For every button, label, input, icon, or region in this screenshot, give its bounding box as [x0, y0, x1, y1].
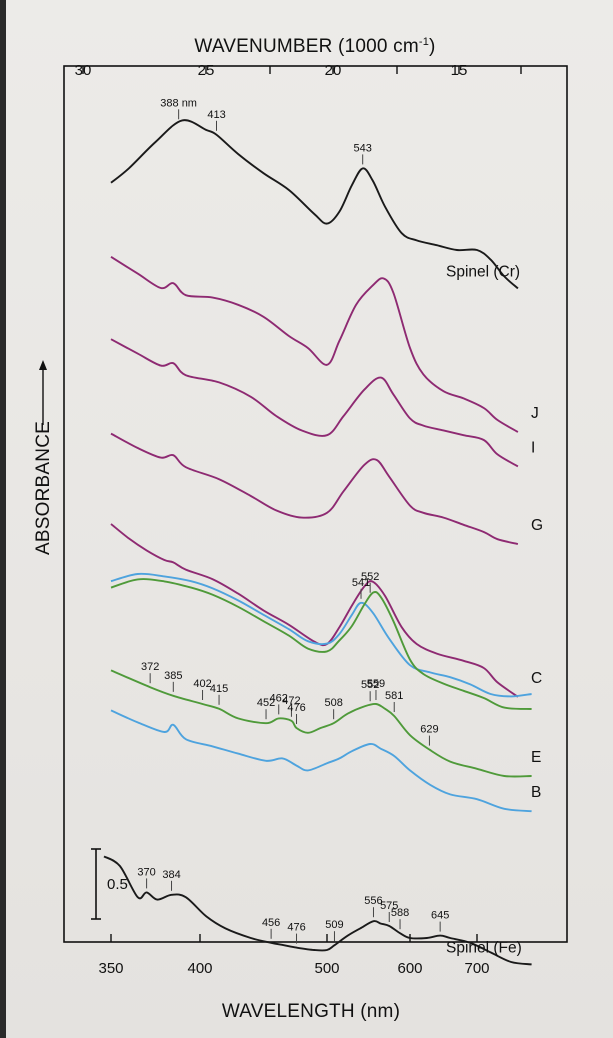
top-tick-label-15: 15	[451, 62, 468, 79]
curve-label-spinel-fe: Spinel (Fe)	[446, 939, 522, 956]
curve-label-i: I	[531, 439, 535, 456]
y-axis-arrow-head	[39, 360, 47, 370]
peak-label-552: 552	[361, 571, 379, 583]
top-tick-label-20: 20	[325, 62, 342, 79]
series-layer	[103, 119, 532, 966]
series-line-c-green	[110, 578, 532, 710]
series-line-g	[110, 432, 519, 545]
peak-label-370: 370	[137, 866, 155, 878]
peak-label-575: 575	[380, 900, 398, 912]
peak-label-462: 462	[270, 692, 288, 704]
peak-label-581: 581	[385, 690, 403, 702]
series-line-j	[110, 255, 519, 433]
curve-label-spinel-cr: Spinel (Cr)	[446, 263, 520, 280]
bottom-axis-title: WAVELENGTH (nm)	[222, 1001, 400, 1022]
bottom-tick-label-350: 350	[98, 960, 123, 977]
peak-label-384: 384	[162, 869, 180, 881]
peak-label-452: 452	[257, 697, 275, 709]
series-line-c	[110, 523, 519, 698]
series-line-e	[110, 669, 532, 778]
peak-label-645: 645	[431, 910, 449, 922]
peak-label-552: 552	[361, 679, 379, 691]
peak-label-372: 372	[141, 661, 159, 673]
peak-label-388-nm: 388 nm	[160, 97, 197, 109]
annotation-layer: 388 nm4135435525413723854024154524624724…	[137, 97, 449, 944]
series-line-spinel-fe	[103, 855, 532, 966]
peak-label-476: 476	[287, 922, 305, 934]
y-axis-title: ABSORBANCE	[33, 421, 54, 555]
peak-label-415: 415	[210, 683, 228, 695]
series-line-spinel-cr	[110, 119, 519, 290]
top-tick-label-30: 30	[75, 62, 92, 79]
peak-label-402: 402	[193, 678, 211, 690]
curve-label-layer: Spinel (Cr) JI G C E B Spinel (Fe)	[446, 263, 543, 956]
series-line-i	[110, 338, 519, 468]
curve-label-g: G	[531, 517, 543, 534]
peak-label-508: 508	[324, 697, 342, 709]
plot-frame	[63, 65, 568, 943]
curve-label-e: E	[531, 749, 541, 766]
peak-label-543: 543	[354, 142, 372, 154]
peak-label-556: 556	[364, 895, 382, 907]
bottom-tick-label-600: 600	[397, 960, 422, 977]
top-tick-label-25: 25	[198, 62, 215, 79]
peak-label-629: 629	[420, 724, 438, 736]
y-axis-title-group: ABSORBANCE	[33, 360, 54, 555]
bottom-tick-label-700: 700	[464, 960, 489, 977]
curve-label-b: B	[531, 784, 541, 801]
series-line-b	[110, 709, 532, 813]
scale-bar: 0.5	[91, 848, 128, 920]
peak-label-559: 559	[367, 678, 385, 690]
peak-label-472: 472	[282, 695, 300, 707]
peak-label-385: 385	[164, 670, 182, 682]
scale-bar-label: 0.5	[107, 876, 128, 893]
top-axis-ticks: 30 25 20 15	[75, 62, 522, 79]
bottom-tick-label-400: 400	[187, 960, 212, 977]
curve-label-j: J	[531, 405, 539, 422]
top-axis-title: WAVENUMBER (1000 cm-1)	[194, 36, 435, 57]
peak-label-541: 541	[352, 577, 370, 589]
series-line-c-blue	[110, 572, 532, 698]
bottom-tick-label-500: 500	[314, 960, 339, 977]
bottom-axis-ticks: 350 400 500 600 700	[98, 934, 490, 977]
peak-label-509: 509	[325, 919, 343, 931]
peak-label-476: 476	[287, 702, 305, 714]
peak-label-588: 588	[391, 907, 409, 919]
peak-label-456: 456	[262, 917, 280, 929]
curve-label-c: C	[531, 670, 542, 687]
peak-label-413: 413	[207, 109, 225, 121]
